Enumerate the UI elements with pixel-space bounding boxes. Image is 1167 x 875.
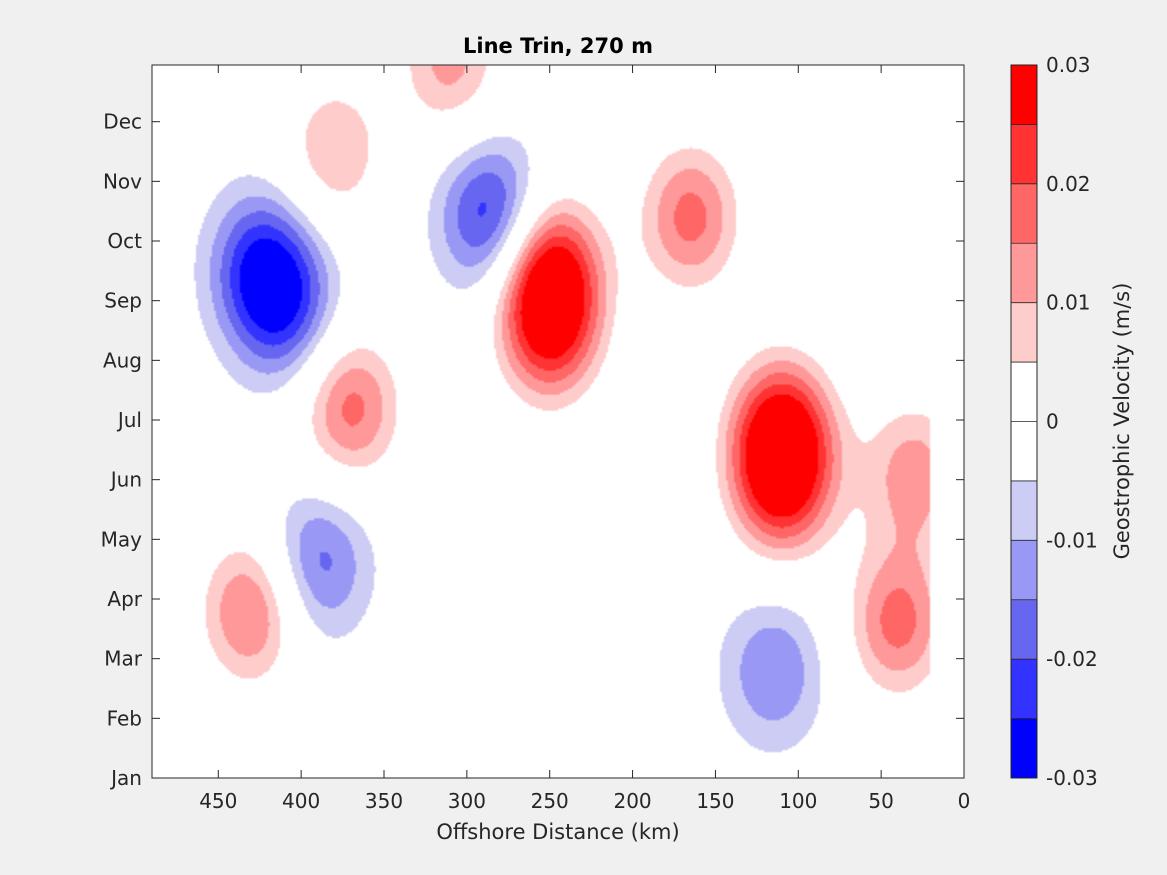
x-tick-label: 400 — [282, 789, 320, 813]
y-tick-label: Sep — [104, 289, 142, 313]
colorbar-swatch — [1011, 718, 1037, 778]
x-tick-label: 300 — [448, 789, 486, 813]
chart-title: Line Trin, 270 m — [463, 34, 653, 58]
y-tick-label: Apr — [107, 587, 142, 611]
colorbar-tick-label: 0.01 — [1046, 291, 1091, 315]
colorbar-swatch — [1011, 124, 1037, 184]
x-tick-label: 350 — [365, 789, 403, 813]
colorbar-tick-label: -0.03 — [1046, 766, 1098, 790]
x-axis-label: Offshore Distance (km) — [436, 820, 679, 844]
contour-field — [152, 65, 964, 778]
y-tick-label: Nov — [103, 169, 142, 193]
colorbar-frame — [1010, 64, 1038, 779]
y-tick-label: May — [101, 527, 143, 551]
y-tick-label: Feb — [107, 706, 142, 730]
colorbar-swatch — [1011, 421, 1037, 481]
x-tick-label: 200 — [613, 789, 651, 813]
plot-frame — [151, 64, 965, 779]
colorbar-label: Geostrophic Velocity (m/s) — [1110, 283, 1134, 560]
y-tick-label: Jan — [109, 766, 142, 790]
y-tick-label: Oct — [107, 229, 142, 253]
colorbar-swatch — [1011, 65, 1037, 125]
colorbar-swatch — [1011, 362, 1037, 422]
x-axis: 450 400 350 300 250 200 150 100 50 0 — [199, 65, 970, 813]
colorbar-tick-label: 0.02 — [1046, 172, 1091, 196]
colorbar-swatch — [1011, 302, 1037, 363]
y-tick-label: Jun — [109, 468, 142, 492]
colorbar-tick-label: -0.02 — [1046, 647, 1098, 671]
y-tick-label: Aug — [103, 348, 142, 372]
plot-area: 450 400 350 300 250 200 150 100 50 0 Jan Feb Mar Apr… — [101, 64, 970, 813]
colorbar-swatch — [1011, 659, 1037, 719]
x-tick-label: 150 — [696, 789, 734, 813]
x-tick-label: 100 — [779, 789, 817, 813]
colorbar-tick-label: 0 — [1046, 410, 1059, 434]
y-tick-label: Dec — [103, 110, 142, 134]
y-axis: Jan Feb Mar Apr May Jun Jul Aug Sep Oct Nov Dec — [101, 110, 964, 790]
colorbar-swatch — [1011, 243, 1037, 303]
x-tick-label: 250 — [531, 789, 569, 813]
colorbar: 0.03 0.02 0.01 0 -0.01 -0.02 -0.03 — [1010, 53, 1098, 790]
x-tick-label: 0 — [958, 789, 971, 813]
colorbar-tick-label: -0.01 — [1046, 528, 1098, 552]
x-tick-label: 50 — [868, 789, 893, 813]
colorbar-swatch — [1011, 183, 1037, 244]
x-tick-label: 450 — [199, 789, 237, 813]
colorbar-swatch — [1011, 599, 1037, 660]
colorbar-tick-label: 0.03 — [1046, 53, 1091, 77]
colorbar-swatch — [1011, 540, 1037, 600]
colorbar-swatch — [1011, 480, 1037, 541]
y-tick-label: Jul — [116, 408, 142, 432]
y-tick-label: Mar — [104, 647, 143, 671]
